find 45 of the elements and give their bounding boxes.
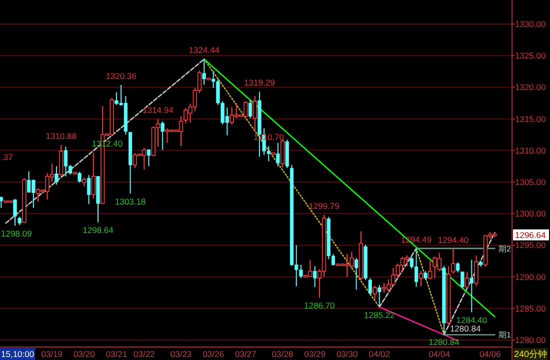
x-tick-label: 04/06	[479, 349, 501, 359]
annotation: 1294.40	[438, 235, 469, 246]
annotation: 1314.94	[142, 105, 174, 116]
y-tick-label: 1330.00	[515, 19, 546, 30]
annotation: 1324.44	[188, 45, 220, 56]
y-tick-label: 1305.00	[515, 177, 546, 188]
annotation: 1285.22	[364, 310, 396, 320]
y-tick-label: 1280.00	[515, 335, 546, 346]
annotation: 1280.84	[450, 324, 481, 334]
x-tick-label: 03/21	[106, 349, 128, 359]
y-tick-label: 1325.00	[515, 50, 546, 61]
y-tick-label: 1310.00	[515, 145, 546, 156]
annotation: 1286.70	[304, 300, 336, 311]
text: 240分钟	[514, 349, 548, 359]
x-tick-label: 03/22	[134, 349, 156, 359]
x-tick-label: 03/23	[170, 349, 192, 359]
series-label: 期2	[498, 244, 512, 254]
y-tick-label: 1285.00	[515, 303, 546, 314]
x-tick-label: 03/29	[304, 349, 326, 359]
y-tick-label: 1295.00	[515, 240, 546, 250]
x-tick-label: 04/04	[428, 349, 450, 359]
x-tick-label: 15,10:00	[1, 349, 34, 359]
x-tick-label: 03/26	[202, 349, 224, 359]
x-tick-label: 04/02	[368, 349, 390, 359]
y-tick-label: 1300.00	[515, 208, 546, 219]
x-tick-label: 03/19	[41, 349, 63, 359]
series-label: 期1	[498, 330, 512, 340]
annotation: 1303.18	[114, 196, 146, 207]
annotation: .37	[1, 152, 14, 162]
y-tick-label: 1315.00	[515, 114, 546, 124]
annotation: 1284.40	[456, 315, 488, 326]
annotation: 1310.88	[46, 130, 77, 141]
annotation: 1298.09	[1, 228, 32, 239]
annotation: 1298.64	[82, 225, 114, 236]
x-tick-label: 03/30	[336, 349, 358, 359]
x-tick-label: 03/28	[272, 349, 294, 359]
text: 1296.64	[515, 230, 546, 240]
annotation: 1280.84	[428, 337, 460, 347]
y-tick-label: 1320.00	[515, 82, 546, 92]
annotation: 1299.79	[308, 200, 340, 211]
x-tick-label: 03/27	[234, 349, 257, 359]
x-tick-label: 03/20	[74, 349, 96, 359]
annotation: 1320.36	[106, 70, 137, 81]
annotation: 1319.29	[244, 78, 276, 88]
y-tick-label: 1290.00	[515, 272, 546, 282]
